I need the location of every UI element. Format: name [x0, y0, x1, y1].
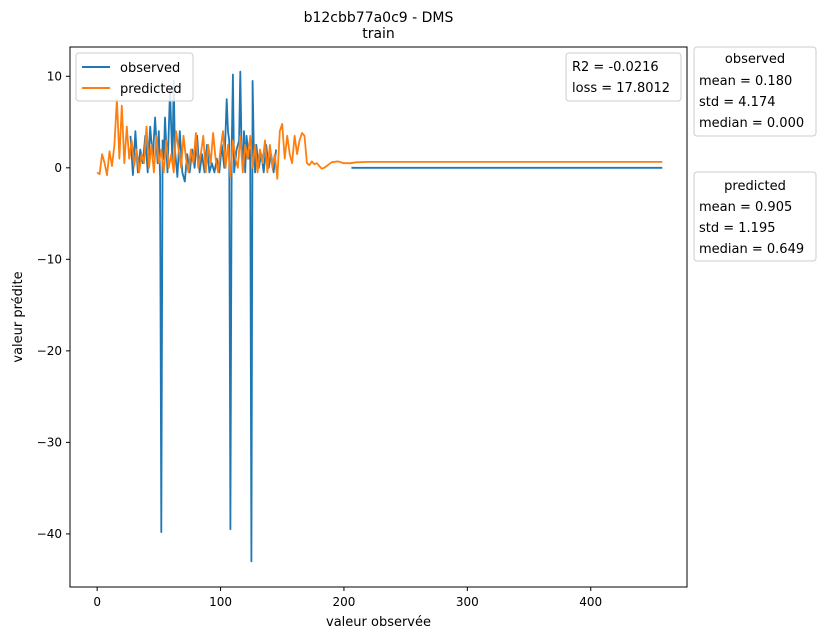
chart-subtitle: train	[362, 26, 395, 42]
stats-box-predicted: predicted mean = 0.905 std = 1.195 media…	[693, 171, 817, 262]
y-axis-label: valeur prédite	[11, 271, 26, 362]
legend-label-predicted: predicted	[120, 82, 182, 97]
plot-frame	[69, 46, 688, 588]
stats-observed-std: std = 4.174	[699, 95, 776, 110]
stats-predicted-median: median = 0.649	[699, 242, 804, 257]
metrics-box-frame	[565, 52, 682, 102]
series-line-predicted-0	[96, 98, 663, 180]
x-axis-label: valeur observée	[326, 615, 431, 630]
x-tick-label: 300	[456, 595, 479, 609]
stats-observed-median: median = 0.000	[699, 116, 804, 131]
legend-label-observed: observed	[120, 61, 180, 76]
stats-box-observed: observed mean = 0.180 std = 4.174 median…	[693, 46, 817, 137]
stats-observed-mean: mean = 0.180	[699, 74, 792, 89]
stats-predicted-title: predicted	[724, 179, 786, 194]
stats-box-predicted-frame	[693, 171, 817, 262]
y-axis: 10 0 −10 −20 −30 −40	[37, 69, 70, 541]
x-tick-label: 100	[209, 595, 232, 609]
y-tick-label: −10	[37, 252, 62, 266]
series-layer	[96, 70, 663, 563]
y-tick-label: 0	[54, 161, 62, 175]
y-tick-label: −40	[37, 527, 62, 541]
legend: observed predicted	[75, 52, 194, 102]
stats-box-observed-frame	[693, 46, 817, 137]
metrics-box: R2 = -0.0216 loss = 17.8012	[565, 52, 682, 102]
x-tick-label: 200	[332, 595, 355, 609]
series-line-observed-0	[129, 70, 277, 563]
stats-observed-title: observed	[725, 52, 785, 67]
x-tick-label: 0	[93, 595, 101, 609]
x-axis: 0 100 200 300 400	[93, 587, 602, 609]
metric-r2: R2 = -0.0216	[572, 60, 659, 75]
stats-predicted-mean: mean = 0.905	[699, 200, 792, 215]
metric-loss: loss = 17.8012	[572, 81, 670, 96]
stats-predicted-std: std = 1.195	[699, 221, 776, 236]
x-tick-label: 400	[579, 595, 602, 609]
y-tick-label: 10	[47, 69, 62, 83]
y-tick-label: −30	[37, 435, 62, 449]
y-tick-label: −20	[37, 344, 62, 358]
chart-title: b12cbb77a0c9 - DMS	[304, 10, 454, 26]
